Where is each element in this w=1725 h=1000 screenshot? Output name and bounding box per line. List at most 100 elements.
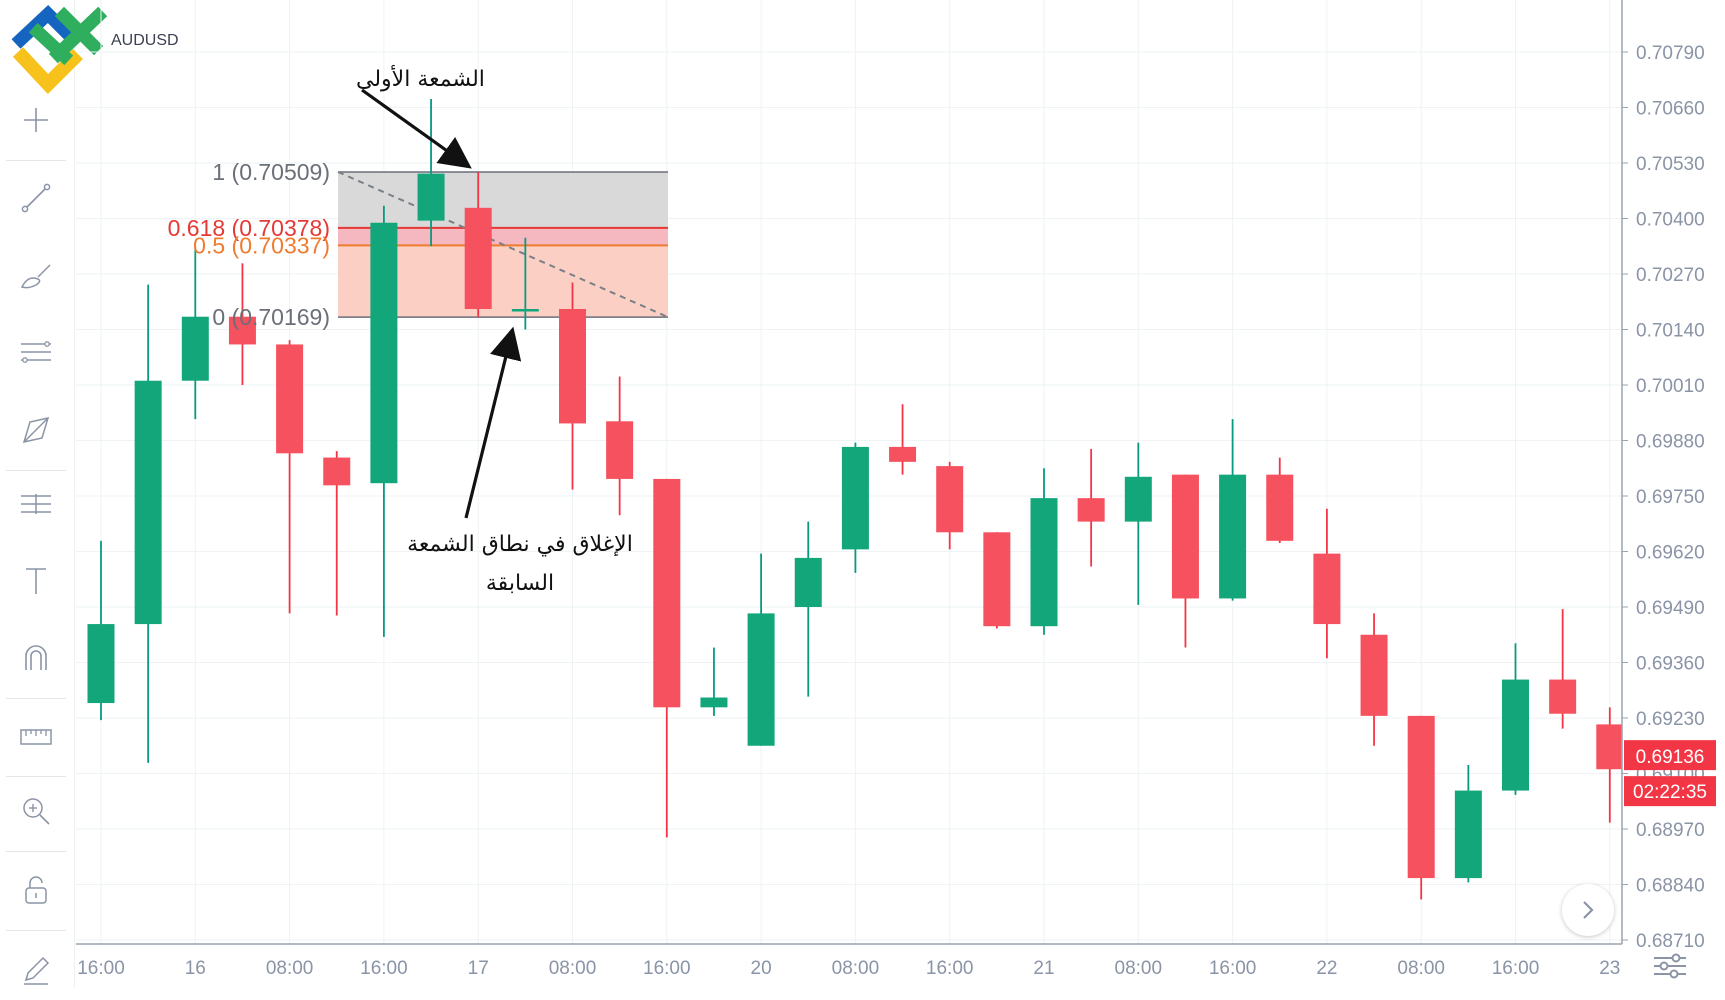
time-tick-label: 21 — [1033, 958, 1054, 979]
toolbar-separator — [6, 776, 66, 777]
candle-body — [1124, 476, 1152, 522]
forecast-icon — [21, 494, 51, 514]
price-tick-label: 0.70660 — [1636, 99, 1705, 120]
time-tick-label: 16:00 — [1492, 958, 1540, 979]
candle-body — [417, 173, 445, 221]
annotation-close-line1: الإغلاق في نطاق الشمعة — [407, 532, 633, 557]
brand-logo — [8, 4, 108, 95]
candle — [134, 284, 162, 763]
candle — [1360, 613, 1388, 746]
candle — [276, 340, 304, 614]
lock-tool[interactable] — [0, 860, 72, 920]
measure-tool[interactable] — [0, 706, 72, 766]
annotation-close-line2: السابقة — [486, 571, 554, 596]
candle-body — [653, 478, 681, 708]
channels-tool[interactable] — [0, 322, 72, 382]
candle — [1124, 442, 1152, 605]
candle — [1502, 643, 1529, 795]
brush-tool[interactable] — [0, 245, 72, 305]
time-tick-label: 16:00 — [360, 958, 408, 979]
price-tick-label: 0.70530 — [1636, 154, 1705, 175]
candle-body — [511, 309, 539, 312]
candle-body — [841, 446, 869, 550]
price-tick-label: 0.70140 — [1636, 321, 1705, 342]
candle-body — [370, 222, 398, 484]
candle-body — [1030, 498, 1058, 627]
countdown-label: 02:22:35 — [1633, 782, 1707, 803]
lock-icon — [25, 876, 47, 904]
candle-body — [1360, 634, 1388, 716]
candle-body — [1596, 724, 1624, 770]
candle-body — [1407, 715, 1435, 879]
channels-icon — [21, 341, 51, 363]
candle — [1313, 508, 1341, 659]
fib-trend-line[interactable] — [337, 171, 669, 319]
candle — [559, 282, 586, 490]
forecast-tool[interactable] — [0, 474, 72, 534]
price-tick-label: 0.68710 — [1636, 931, 1705, 952]
edit-icon — [24, 956, 50, 985]
edit-tool[interactable] — [0, 940, 72, 1000]
scroll-to-realtime-button[interactable] — [1562, 884, 1614, 936]
candle-body — [983, 532, 1011, 627]
candle — [1454, 764, 1482, 883]
candle-body — [1266, 474, 1294, 541]
candle-body — [1077, 498, 1105, 522]
annotation-arrow-close — [464, 326, 522, 519]
candle — [417, 98, 445, 247]
fibonacci-labels: 1 (0.70509) 0.618 (0.70378)0.5 (0.70337) 0… — [168, 159, 330, 330]
crosshair-tool[interactable] — [0, 90, 72, 150]
price-tick-label: 0.68970 — [1636, 820, 1705, 841]
candle — [606, 376, 634, 516]
price-tick-label: 0.70010 — [1636, 376, 1705, 397]
time-tick-label: 22 — [1316, 958, 1337, 979]
time-tick-label: 20 — [751, 958, 772, 979]
time-tick-label: 16 — [185, 958, 206, 979]
candle — [1077, 449, 1105, 567]
fib-zone-618 — [338, 227, 668, 246]
candle-body — [794, 557, 822, 607]
price-scale-bg[interactable] — [1622, 0, 1725, 988]
trend-line-tool[interactable] — [0, 168, 72, 228]
symbol-label: AUDUSD — [111, 32, 179, 49]
chevron-right-icon — [1583, 901, 1594, 919]
chart-settings-button[interactable] — [1650, 950, 1690, 980]
ruler-icon — [20, 729, 52, 745]
candle — [983, 532, 1011, 629]
annotation-first-candle: الشمعة الأولى — [356, 65, 485, 92]
patterns-tool[interactable] — [0, 400, 72, 460]
magnet-tool[interactable] — [0, 628, 72, 688]
fib-label-r618: 0.618 (0.70378) — [168, 215, 330, 241]
time-tick-label: 23 — [1599, 958, 1620, 979]
pattern-icon — [22, 416, 50, 444]
price-tick-label: 0.70270 — [1636, 265, 1705, 286]
candle — [87, 540, 115, 721]
candle — [700, 647, 728, 716]
annotations: الشمعة الأولى الإغلاق في نطاق الشمعة الساب… — [356, 65, 633, 596]
candle-body — [747, 613, 775, 746]
candle-body — [87, 624, 115, 704]
candle-body — [464, 207, 492, 310]
candle-body — [936, 466, 964, 533]
candle — [1219, 419, 1247, 601]
candle — [370, 205, 398, 637]
candle — [323, 451, 351, 616]
candle-body — [1171, 474, 1199, 599]
text-tool[interactable] — [0, 551, 72, 611]
price-tick-label: 0.69750 — [1636, 487, 1705, 508]
toolbar-separator — [6, 851, 66, 852]
fib-label-bottom: 0 (0.70169) — [212, 304, 330, 330]
candle-body — [1454, 790, 1482, 879]
crosshair-icon — [24, 108, 48, 132]
zoom-tool[interactable] — [0, 781, 72, 841]
candle-body — [134, 380, 162, 625]
candle-body — [559, 309, 586, 424]
candle-body — [1502, 679, 1529, 791]
price-tick-label: 0.69620 — [1636, 543, 1705, 564]
candle-body — [323, 457, 351, 486]
fib-label-r05: 0.5 (0.70337) — [193, 232, 330, 258]
axes: 0.70790 0.70660 0.70530 0.70400 0.70270 0.701… — [76, 0, 1725, 988]
annotation-arrow-first — [361, 88, 472, 169]
candle — [464, 171, 492, 318]
